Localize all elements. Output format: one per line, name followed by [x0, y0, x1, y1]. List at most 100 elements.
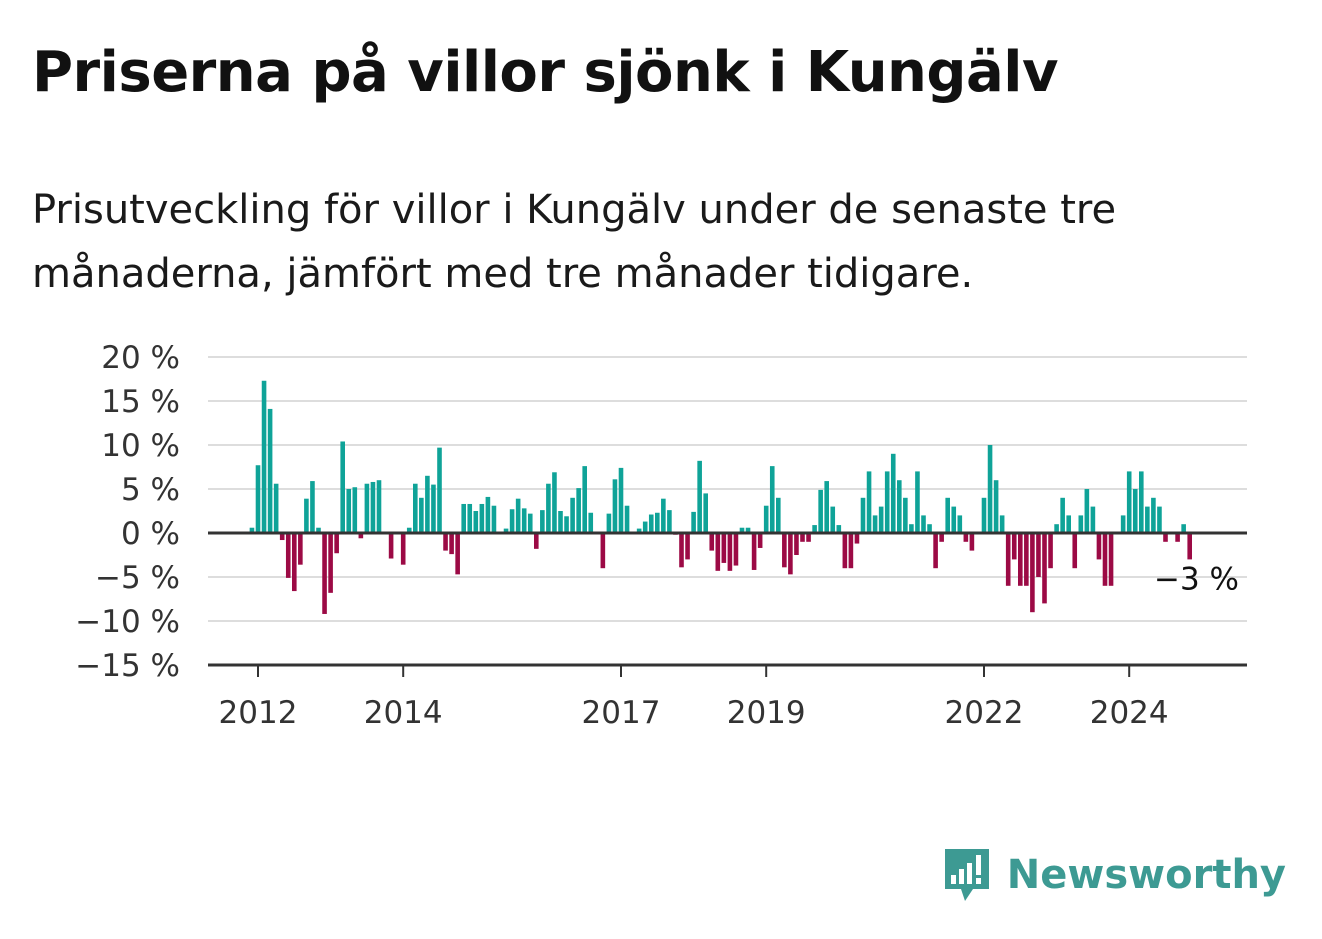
- x-tick-label: 2019: [727, 695, 806, 731]
- bar: [642, 521, 648, 533]
- bar: [691, 511, 696, 533]
- bar: [685, 533, 690, 560]
- bar: [455, 533, 460, 575]
- bar: [806, 533, 811, 542]
- bar: [1042, 533, 1047, 604]
- y-tick-label: 5 %: [121, 472, 180, 508]
- bar: [534, 533, 539, 549]
- bar: [1108, 533, 1114, 586]
- bar: [267, 408, 273, 533]
- bar: [872, 515, 878, 533]
- bar: [600, 533, 606, 569]
- bar: [763, 505, 769, 533]
- bar: [400, 533, 406, 565]
- bar: [1060, 497, 1065, 533]
- bar: [485, 496, 491, 533]
- bar: [1048, 533, 1053, 569]
- bar: [346, 489, 352, 533]
- bar: [1151, 497, 1156, 533]
- x-tick-label: 2014: [364, 695, 443, 731]
- bar: [715, 533, 721, 571]
- bar: [945, 497, 950, 533]
- y-tick-label: 10 %: [101, 428, 180, 464]
- bar: [509, 509, 515, 533]
- bar: [739, 527, 745, 533]
- bar: [1090, 506, 1096, 533]
- x-tick-label: 2017: [582, 695, 661, 731]
- bar: [981, 497, 987, 533]
- bar: [552, 472, 557, 533]
- bar: [679, 533, 684, 568]
- bar: [848, 533, 854, 569]
- bar: [292, 533, 297, 592]
- bar: [624, 505, 630, 533]
- bar: [782, 533, 787, 568]
- bar: [957, 515, 963, 533]
- bar: [969, 533, 975, 551]
- bar: [921, 515, 926, 533]
- bar: [733, 533, 739, 566]
- bar: [878, 506, 884, 533]
- bar: [818, 489, 823, 533]
- bar: [933, 533, 938, 569]
- x-tick-label: 2022: [945, 695, 1024, 731]
- bar: [890, 453, 896, 533]
- bar: [358, 533, 364, 539]
- chart-title: Priserna på villor sjönk i Kungälv: [32, 40, 1059, 105]
- bar: [794, 533, 799, 555]
- bar: [491, 505, 497, 533]
- bar: [322, 533, 327, 614]
- bar: [727, 533, 733, 571]
- bar: [431, 484, 436, 533]
- bar: [606, 513, 612, 533]
- bar: [570, 497, 575, 533]
- bar: [909, 524, 914, 533]
- bar: [413, 483, 418, 533]
- bars: [249, 380, 1192, 614]
- bar: [364, 483, 370, 533]
- bar: [540, 510, 545, 533]
- bar: [1132, 489, 1138, 533]
- bar: [388, 533, 394, 559]
- bar: [655, 512, 660, 533]
- bar: [1102, 533, 1108, 586]
- bar: [1145, 506, 1150, 533]
- bar: [1157, 506, 1162, 533]
- bar: [612, 479, 618, 533]
- bar: [310, 481, 315, 533]
- bar: [915, 471, 920, 533]
- bar: [515, 498, 521, 533]
- bar: [473, 511, 479, 533]
- bar: [993, 480, 999, 533]
- bar: [298, 533, 303, 565]
- bar: [1084, 489, 1090, 533]
- bar: [461, 503, 466, 533]
- grid-lines: [208, 356, 1247, 622]
- bar: [648, 514, 654, 533]
- bar: [939, 533, 944, 542]
- bar: [527, 513, 533, 533]
- bar: [1036, 533, 1041, 577]
- bar: [316, 527, 321, 533]
- bar: [999, 515, 1005, 533]
- y-tick-label: −5 %: [95, 560, 180, 596]
- bar: [1078, 515, 1084, 533]
- bar: [927, 524, 932, 533]
- bar: [449, 533, 454, 555]
- bar: [769, 466, 775, 533]
- bar: [897, 480, 902, 533]
- bar: [636, 528, 642, 533]
- bar: [1011, 533, 1017, 560]
- bar: [1005, 533, 1011, 586]
- bar: [800, 533, 805, 542]
- x-axis: 2012 2014 2017 2019 2022 2024: [219, 665, 1169, 731]
- bar: [854, 533, 860, 544]
- bar: [866, 471, 872, 533]
- bar: [370, 481, 376, 533]
- bar: [987, 445, 993, 533]
- bar: [1187, 533, 1192, 560]
- bar-chart: 20 %15 %10 %5 %0 %−5 %−10 %−15 % 2012 201…: [75, 340, 1247, 731]
- y-tick-label: 20 %: [101, 340, 180, 376]
- bar: [721, 533, 727, 563]
- bar: [903, 497, 908, 533]
